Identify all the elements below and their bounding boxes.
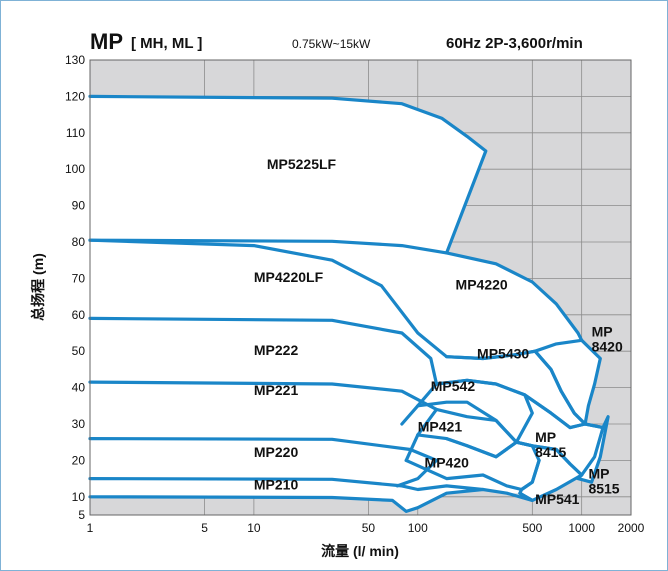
series-main-title: MP: [90, 29, 123, 54]
curve-label: MP4220LF: [254, 269, 324, 285]
curve-label: MP210: [254, 477, 299, 493]
y-tick-label: 20: [72, 453, 86, 467]
y-tick-label: 60: [72, 308, 86, 322]
curve-label: MP 8415: [535, 429, 566, 460]
curve-label: MP 8515: [588, 466, 619, 497]
curve-label: MP221: [254, 382, 299, 398]
x-tick-label: 1: [87, 521, 94, 535]
curve-label: MP 8420: [592, 324, 623, 355]
curve-label: MP5225LF: [267, 156, 337, 172]
x-tick-label: 5: [201, 521, 208, 535]
pump-curve: [88, 477, 534, 502]
curve-label: MP5430: [477, 345, 529, 361]
series-sub-title: [ MH, ML ]: [131, 35, 202, 52]
y-tick-label: 130: [65, 53, 85, 67]
pump-curve: [514, 440, 584, 502]
y-tick-label: 100: [65, 162, 85, 176]
spec-label: 60Hz 2P-3,600r/min: [446, 35, 583, 52]
pump-curve: [88, 487, 485, 513]
x-tick-label: 10: [247, 521, 261, 535]
pump-curve: [88, 437, 439, 488]
y-tick-label: 10: [72, 490, 86, 504]
y-tick-label: 90: [72, 199, 86, 213]
curve-labels: MP5225LF MP4220 MP4220LF MP 8420 MP5430 MP222 M…: [254, 156, 623, 507]
y-tick-label: 70: [72, 271, 86, 285]
y-tick-label: 110: [66, 126, 85, 140]
x-tick-label: 1000: [568, 521, 595, 535]
x-tick-label: 500: [522, 521, 542, 535]
y-axis-label: 总扬程 (m): [30, 253, 46, 321]
curve-label: MP542: [431, 378, 476, 394]
curve-label: MP4220: [456, 276, 508, 292]
x-tick-label: 50: [362, 521, 376, 535]
y-tick-label: 80: [72, 235, 86, 249]
y-tick-label: 50: [72, 344, 86, 358]
pump-curve: [88, 94, 488, 255]
curve-label: MP220: [254, 444, 299, 460]
plot-border: [89, 59, 632, 516]
y-tick-label: 5: [78, 508, 85, 522]
x-axis-ticks: 1 5 10 50 100 500 1000 2000: [87, 521, 645, 535]
curve-label: MP541: [535, 491, 580, 507]
power-range-label: 0.75kW~15kW: [292, 37, 371, 51]
curve-label: MP222: [254, 342, 299, 358]
curve-label: MP421: [418, 418, 463, 434]
y-axis-ticks: 5 10 20 30 40 50 60 70 80 90 100 110 120 130: [65, 53, 85, 522]
pump-curve: [88, 380, 439, 462]
pump-curve: [416, 378, 534, 444]
x-tick-label: 100: [408, 521, 428, 535]
x-tick-label: 2000: [618, 521, 645, 535]
y-tick-label: 40: [72, 381, 86, 395]
y-tick-label: 30: [72, 417, 86, 431]
y-tick-label: 120: [65, 89, 85, 103]
curve-label: MP420: [425, 455, 470, 471]
curve-lines: [88, 94, 610, 513]
x-axis-label: 流量 (l/ min): [321, 543, 399, 559]
